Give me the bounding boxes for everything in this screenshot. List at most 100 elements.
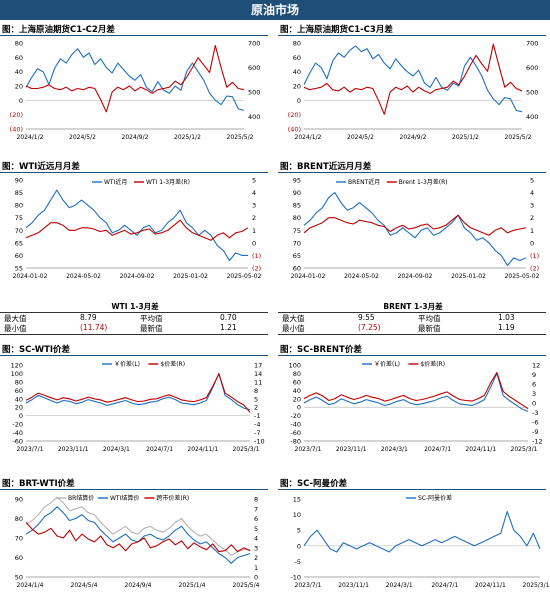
x-tick-label: 2025/1/2 xyxy=(452,134,479,141)
y2-tick-label: 2 xyxy=(254,404,258,412)
y-tick-label: 70 xyxy=(293,239,301,247)
y-tick-label: 70 xyxy=(15,535,23,543)
value-avg: 1.03 xyxy=(498,313,515,322)
legend-label: SC-阿曼价差 xyxy=(418,494,452,502)
y-tick-label: 120 xyxy=(11,362,23,370)
series-line xyxy=(25,44,245,113)
panel-title: 图：WTI近远月月差 xyxy=(2,162,80,172)
series-line xyxy=(303,43,523,115)
x-tick-label: 2024-01-02 xyxy=(291,273,326,280)
series-line xyxy=(303,45,523,113)
series-line xyxy=(25,496,250,557)
y-tick-label: 60 xyxy=(293,54,301,62)
legend-label: $价差(R) xyxy=(160,360,185,368)
label-avg: 平均值 xyxy=(140,314,163,323)
y2-tick-label: 2 xyxy=(254,554,258,562)
x-tick-label: 2024/3/1 xyxy=(381,446,408,453)
x-tick-label: 2025/5/2 xyxy=(505,134,532,141)
y-tick-label: 0 xyxy=(297,542,301,550)
panel-title: 图：BRENT近远月月差 xyxy=(280,162,372,172)
y2-tick-label: 1 xyxy=(254,564,258,572)
y-tick-label: 0 xyxy=(19,97,23,105)
x-tick-label: 2025/1/4 xyxy=(179,582,206,589)
chart-svg: 80 60 40 20 0 (20) (40) 700 600 500 400 2024/1/2 202… xyxy=(288,40,539,142)
y-tick-label: -20 xyxy=(12,421,23,429)
x-tick-label: 2023/7/1 xyxy=(295,446,322,453)
y-tick-label: 60 xyxy=(293,378,301,386)
y2-tick-label: 17 xyxy=(254,362,262,370)
label-min: 最小值 xyxy=(282,324,305,333)
label-avg: 平均值 xyxy=(418,314,441,323)
y2-tick-label: (1) xyxy=(252,252,261,260)
label-max: 最大值 xyxy=(4,314,27,323)
chart-svg: 100806040200-20-40-60-80129630-3-6-9-122… xyxy=(289,360,543,453)
y-tick-label: 70 xyxy=(15,227,23,235)
y2-tick-label: 0 xyxy=(254,574,258,582)
x-tick-label: 2023/7/1 xyxy=(295,582,322,589)
value-min: (7.25) xyxy=(358,323,381,332)
y-tick-label: 80 xyxy=(293,214,301,222)
y2-tick-label: 0 xyxy=(530,239,534,247)
y-tick-label: -5 xyxy=(295,558,301,566)
stats-table-wti: WTI 1-3月差 最大值 8.79 平均值 0.70 最小值 (11.74) … xyxy=(0,301,272,337)
y-tick-label: -40 xyxy=(290,421,301,429)
series-line xyxy=(303,510,541,553)
panel-title: 图：BRT-WTI价差 xyxy=(2,479,75,489)
banner-title: 原油市场 xyxy=(0,0,550,20)
x-tick-label: 2024/5/2 xyxy=(69,134,96,141)
y2-tick-label: 5 xyxy=(254,395,258,403)
y2-tick-label: -9 xyxy=(532,428,538,436)
value-max: 9.55 xyxy=(358,313,375,322)
chart-panel-brt-wti: 图：BRT-WTI价差 90 80 70 60 50 8 7 6 5 4 3 2 1 0 2024/1/4 2… xyxy=(0,477,272,604)
x-tick-label: 2024/1/4 xyxy=(17,582,44,589)
y-tick-label: 80 xyxy=(15,515,23,523)
y-tick-label: 80 xyxy=(15,202,23,210)
y-tick-label: 80 xyxy=(293,40,301,48)
x-tick-label: 2024/9/2 xyxy=(122,134,149,141)
x-tick-label: 2024/5/4 xyxy=(71,582,98,589)
x-tick-label: 2023/7/1 xyxy=(17,446,44,453)
series-line xyxy=(303,192,527,267)
x-tick-label: 2024/1/2 xyxy=(295,134,322,141)
y-tick-label: 15 xyxy=(293,496,301,504)
y-tick-label: 80 xyxy=(15,40,23,48)
label-latest: 最新值 xyxy=(140,324,163,333)
y2-tick-label: 0 xyxy=(252,239,256,247)
y-tick-label: 60 xyxy=(15,554,23,562)
y-tick-label: 80 xyxy=(293,370,301,378)
y-tick-label: 100 xyxy=(11,370,23,378)
series-line xyxy=(303,214,527,236)
y-tick-label: 20 xyxy=(293,83,301,91)
y2-tick-label: 600 xyxy=(526,64,538,72)
y-tick-label: (40) xyxy=(10,126,23,134)
y-tick-label: 85 xyxy=(293,202,301,210)
y2-tick-label: -3 xyxy=(532,409,538,417)
x-tick-label: 2025-05-02 xyxy=(227,273,262,280)
x-tick-label: 2024/1/2 xyxy=(17,134,44,141)
series-line xyxy=(25,48,245,111)
series-line xyxy=(25,372,251,411)
panel-title: 图：上海原油期货C1-C3月差 xyxy=(280,25,393,35)
y2-tick-label: 5 xyxy=(252,177,256,185)
value-latest: 1.19 xyxy=(498,323,515,332)
y-tick-label: 10 xyxy=(293,511,301,519)
y2-tick-label: -1 xyxy=(254,412,260,420)
y-tick-label: -80 xyxy=(290,438,301,446)
value-avg: 0.70 xyxy=(220,313,237,322)
x-tick-label: 2024/9/2 xyxy=(400,134,427,141)
x-tick-label: 2023/11/1 xyxy=(336,446,367,453)
y2-tick-label: 7 xyxy=(254,505,258,513)
y2-tick-label: 4 xyxy=(252,189,256,197)
legend-label: ￥价差(L) xyxy=(374,360,400,368)
series-line xyxy=(25,522,251,553)
y2-tick-label: 9 xyxy=(532,371,536,379)
y-tick-label: 80 xyxy=(15,378,23,386)
y2-tick-label: 3 xyxy=(530,202,534,210)
y-tick-label: 55 xyxy=(15,265,23,273)
x-tick-label: 2024/3/1 xyxy=(386,582,413,589)
chart-panel-sc-brent: 图：SC-BRENT价差 100 80 60 40 20 0 -20 -40 -60 -80 12 9… xyxy=(278,343,550,471)
x-tick-label: 2025/3/1 xyxy=(511,446,538,453)
y-tick-label: 0 xyxy=(297,97,301,105)
